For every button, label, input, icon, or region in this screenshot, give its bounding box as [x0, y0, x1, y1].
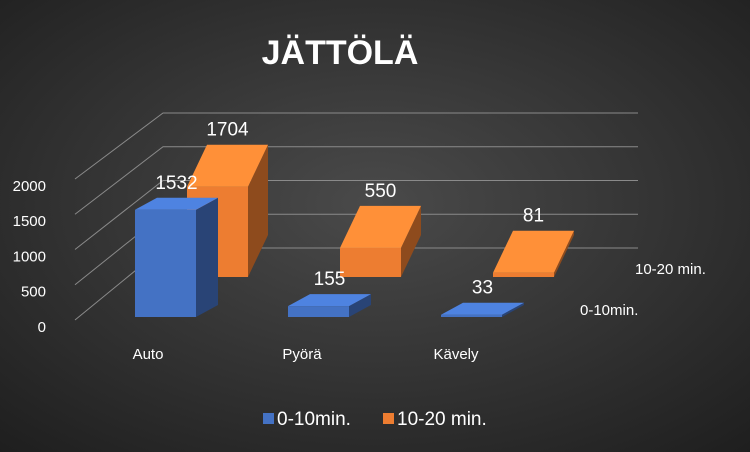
y-tick-label: 1000 — [13, 248, 46, 265]
x-tick-label: Pyörä — [282, 346, 322, 363]
x-tick-label: Kävely — [433, 346, 479, 363]
y-tick-label: 0 — [38, 319, 46, 336]
bar-side — [248, 144, 268, 277]
grid-line — [74, 112, 638, 180]
grid-line — [74, 146, 638, 215]
x-tick-label: Auto — [133, 346, 164, 363]
bar — [340, 247, 401, 277]
legend-label: 0-10min. — [277, 409, 351, 430]
bar — [135, 209, 196, 317]
data-label: 1532 — [155, 173, 197, 194]
bar-side — [401, 205, 421, 277]
bar-top — [135, 197, 218, 210]
bar-side — [196, 197, 218, 317]
bar-top — [288, 294, 371, 307]
bar — [441, 314, 502, 317]
bar-top — [187, 144, 268, 187]
grid-line — [74, 180, 638, 250]
y-tick-label: 2000 — [13, 178, 46, 195]
legend-swatch — [263, 413, 274, 424]
data-label: 81 — [523, 206, 544, 227]
data-label: 1704 — [206, 120, 249, 141]
legend-swatch — [383, 413, 394, 424]
bar-top — [493, 230, 574, 273]
data-label: 155 — [314, 269, 346, 290]
legend-label: 10-20 min. — [397, 409, 487, 430]
data-label: 550 — [365, 181, 397, 202]
y-tick-label: 500 — [21, 284, 46, 301]
data-label: 33 — [472, 278, 493, 299]
depth-axis-label: 10-20 min. — [635, 261, 706, 278]
chart-title: JÄTTÖLÄ — [262, 34, 419, 72]
bar-side — [349, 294, 371, 317]
bar-side — [554, 230, 574, 277]
bar — [493, 272, 554, 277]
bar-top — [340, 205, 421, 248]
bar-top — [441, 302, 524, 315]
bar-side — [502, 302, 524, 317]
y-tick-label: 1500 — [13, 213, 46, 230]
bar — [288, 306, 349, 317]
depth-axis-label: 0-10min. — [580, 302, 638, 319]
